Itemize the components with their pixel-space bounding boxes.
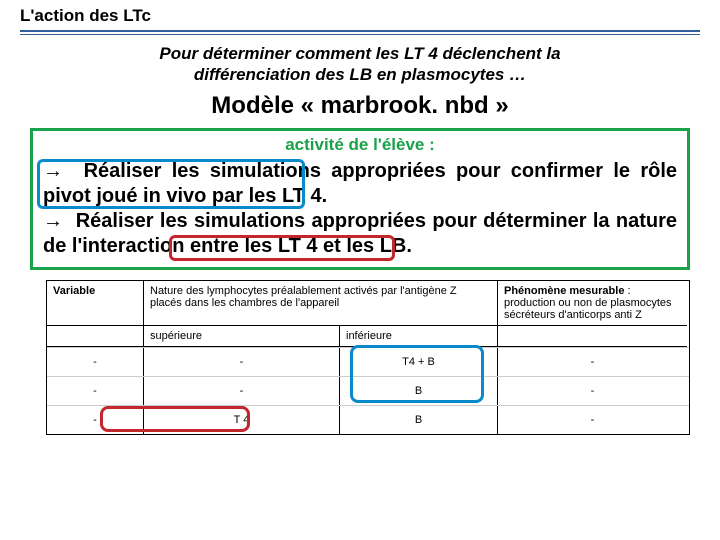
th-sup: supérieure: [144, 326, 340, 347]
cell: -: [498, 377, 687, 405]
cell: T 4: [144, 406, 340, 434]
th-inf: inférieure: [340, 326, 498, 347]
cell: -: [144, 348, 340, 376]
cell-highlight-red: [100, 406, 250, 432]
table-row: - - T4 + B -: [47, 347, 689, 376]
activity-label: activité de l'élève :: [43, 135, 677, 155]
th-phenomenon: Phénomène mesurable : production ou non …: [498, 281, 687, 326]
activity-text-2a: Réaliser les simulations appropriées pou…: [76, 210, 616, 232]
intro-line1: Pour déterminer comment les LT 4 déclenc…: [159, 44, 560, 63]
intro-line2: différenciation des LB en plasmocytes …: [194, 65, 526, 84]
th-nature: Nature des lymphocytes préalablement act…: [144, 281, 498, 326]
table-header-row: Variable Nature des lymphocytes préalabl…: [47, 281, 689, 326]
cell: T4 + B: [340, 348, 498, 376]
cell: -: [498, 406, 687, 434]
page-title: L'action des LTc: [0, 0, 720, 30]
highlight-box-blue: [37, 159, 305, 209]
th-variable: Variable: [47, 281, 144, 326]
activity-box: activité de l'élève : → Réaliser les sim…: [30, 128, 690, 270]
highlight-box-red: [169, 235, 395, 261]
table-row: - - B -: [47, 376, 689, 405]
arrow-icon: →: [43, 210, 63, 232]
title-underline: [20, 30, 700, 35]
cell: -: [498, 348, 687, 376]
cell: B: [340, 377, 498, 405]
cell: -: [144, 377, 340, 405]
table-subheader-row: supérieure inférieure: [47, 326, 689, 347]
model-title: Modèle « marbrook. nbd »: [0, 90, 720, 126]
th-empty: [47, 326, 144, 347]
cell: -: [47, 348, 144, 376]
intro-text: Pour déterminer comment les LT 4 déclenc…: [0, 41, 720, 90]
table-row: - T 4 B -: [47, 405, 689, 434]
cell: -: [47, 377, 144, 405]
th-empty2: [498, 326, 687, 347]
variables-table: Variable Nature des lymphocytes préalabl…: [46, 280, 690, 435]
cell: B: [340, 406, 498, 434]
